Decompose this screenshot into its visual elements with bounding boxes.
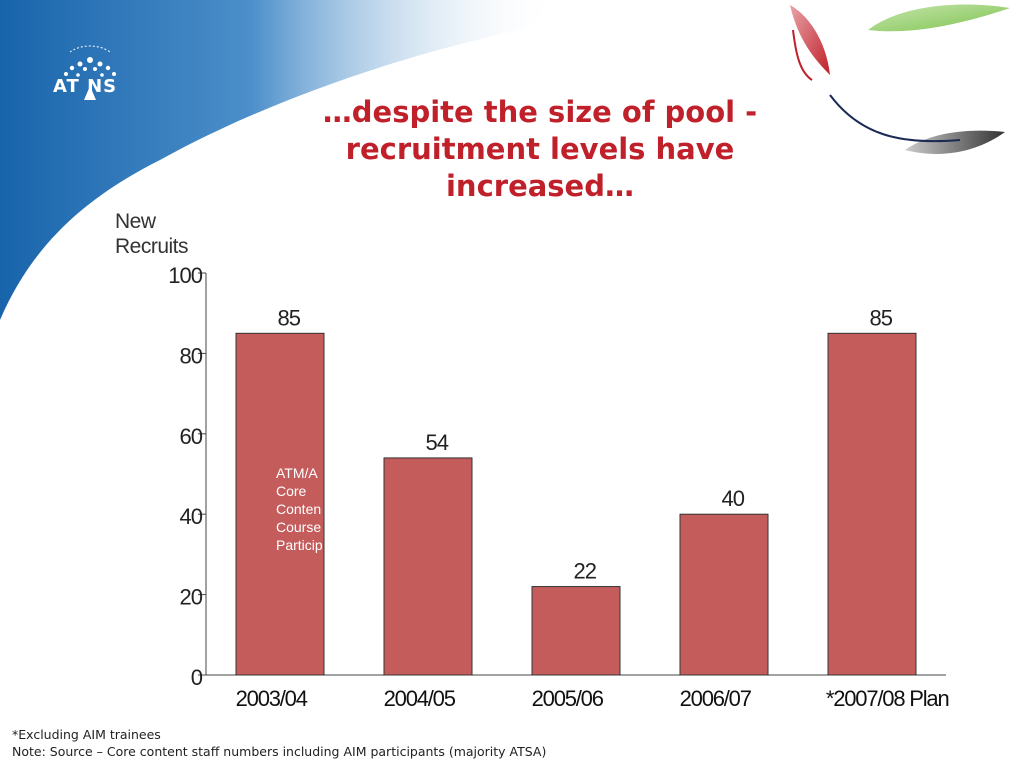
red-leaf (790, 5, 830, 75)
y-tick-label: 20 (180, 585, 203, 610)
data-label: 54 (426, 430, 449, 455)
y-axis-label-line: Recruits (115, 235, 189, 258)
y-tick-label: 80 (180, 343, 203, 368)
bar (531, 586, 621, 676)
blue-swoosh (0, 0, 560, 320)
x-tick-label: 2006/07 (680, 686, 752, 711)
title-line: …despite the size of pool - (322, 95, 758, 129)
x-tick-label: 2005/06 (532, 686, 604, 711)
bar (679, 513, 769, 676)
y-tick-label: 60 (180, 424, 203, 449)
annotation-line: Particip (276, 537, 323, 553)
data-label: 40 (722, 486, 745, 511)
annotation-line: Core (276, 483, 307, 499)
logo-text: AT NS (53, 76, 118, 97)
x-tick-label: 2004/05 (384, 686, 456, 711)
footnote-line: Note: Source – Core content staff number… (12, 744, 547, 759)
green-leaf (868, 4, 1010, 32)
bar (235, 332, 325, 676)
y-tick-label: 0 (191, 665, 203, 690)
y-tick-label: 40 (180, 504, 203, 529)
red-leaf-2 (792, 29, 813, 81)
y-axis-label-line: New (115, 210, 156, 233)
y-axis-label: New Recruits (115, 209, 189, 259)
atns-logo (64, 45, 116, 100)
grey-leaf (905, 130, 1005, 154)
bar (827, 332, 917, 676)
footnotes: *Excluding AIM trainees Note: Source – C… (12, 726, 546, 760)
data-label: 85 (278, 305, 301, 330)
annotation-line: ATM/A (276, 465, 318, 481)
title-line: increased… (445, 169, 634, 203)
navy-curve (829, 94, 961, 143)
title-line: recruitment levels have (345, 132, 735, 166)
footnote-line: *Excluding AIM trainees (12, 727, 161, 742)
y-tick-label: 100 (168, 263, 202, 288)
annotation-line: Course (276, 519, 322, 535)
slide-title: …despite the size of pool - recruitment … (260, 94, 820, 205)
annotation-line: Conten (276, 501, 322, 517)
bar (383, 457, 473, 676)
data-label: 22 (574, 559, 597, 584)
x-tick-label: 2003/04 (236, 686, 308, 711)
x-tick-label: *2007/08 Plan (826, 686, 949, 711)
bar-annotation: ATM/A Core Conten Course Particip (276, 464, 334, 554)
data-label: 85 (870, 305, 893, 330)
